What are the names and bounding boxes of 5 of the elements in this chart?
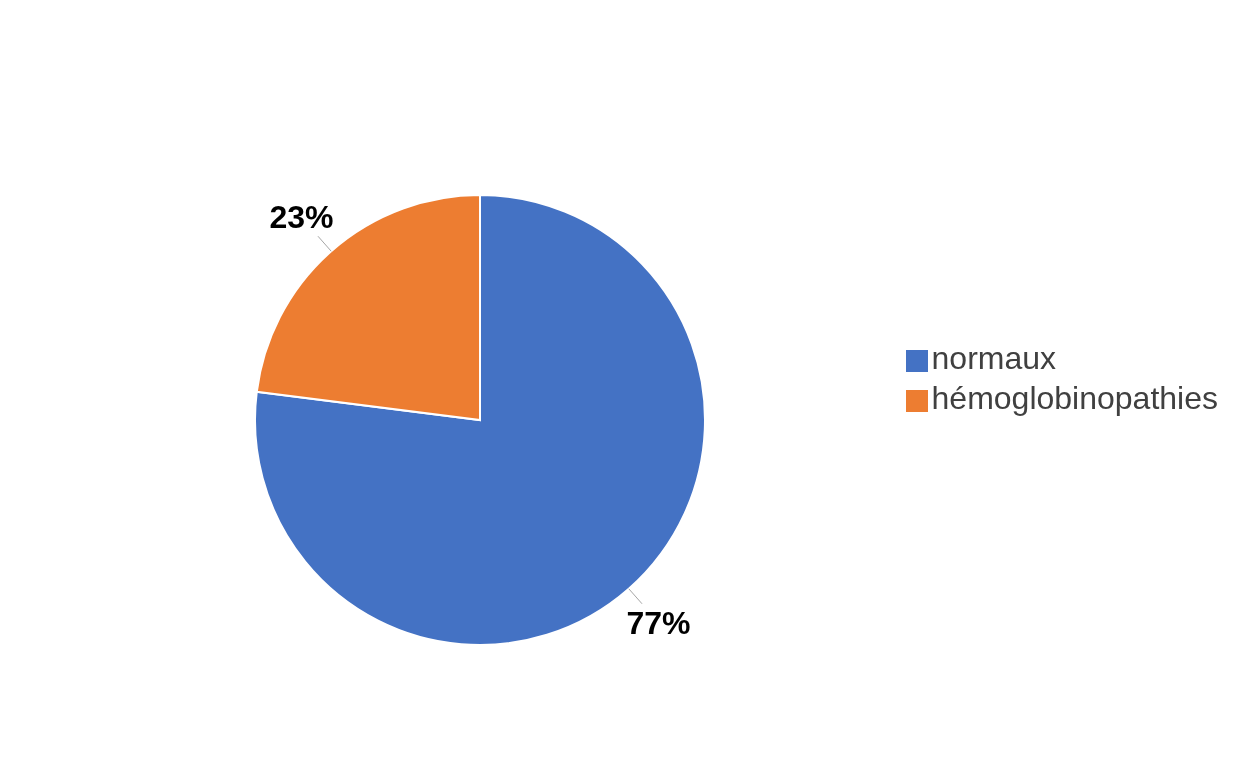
legend-label: normaux	[931, 340, 1057, 376]
legend-label: hémoglobinopathies	[931, 380, 1218, 416]
data-label: 77%	[626, 604, 691, 641]
pie-slice	[254, 194, 706, 646]
data-label: 23%	[269, 199, 334, 236]
